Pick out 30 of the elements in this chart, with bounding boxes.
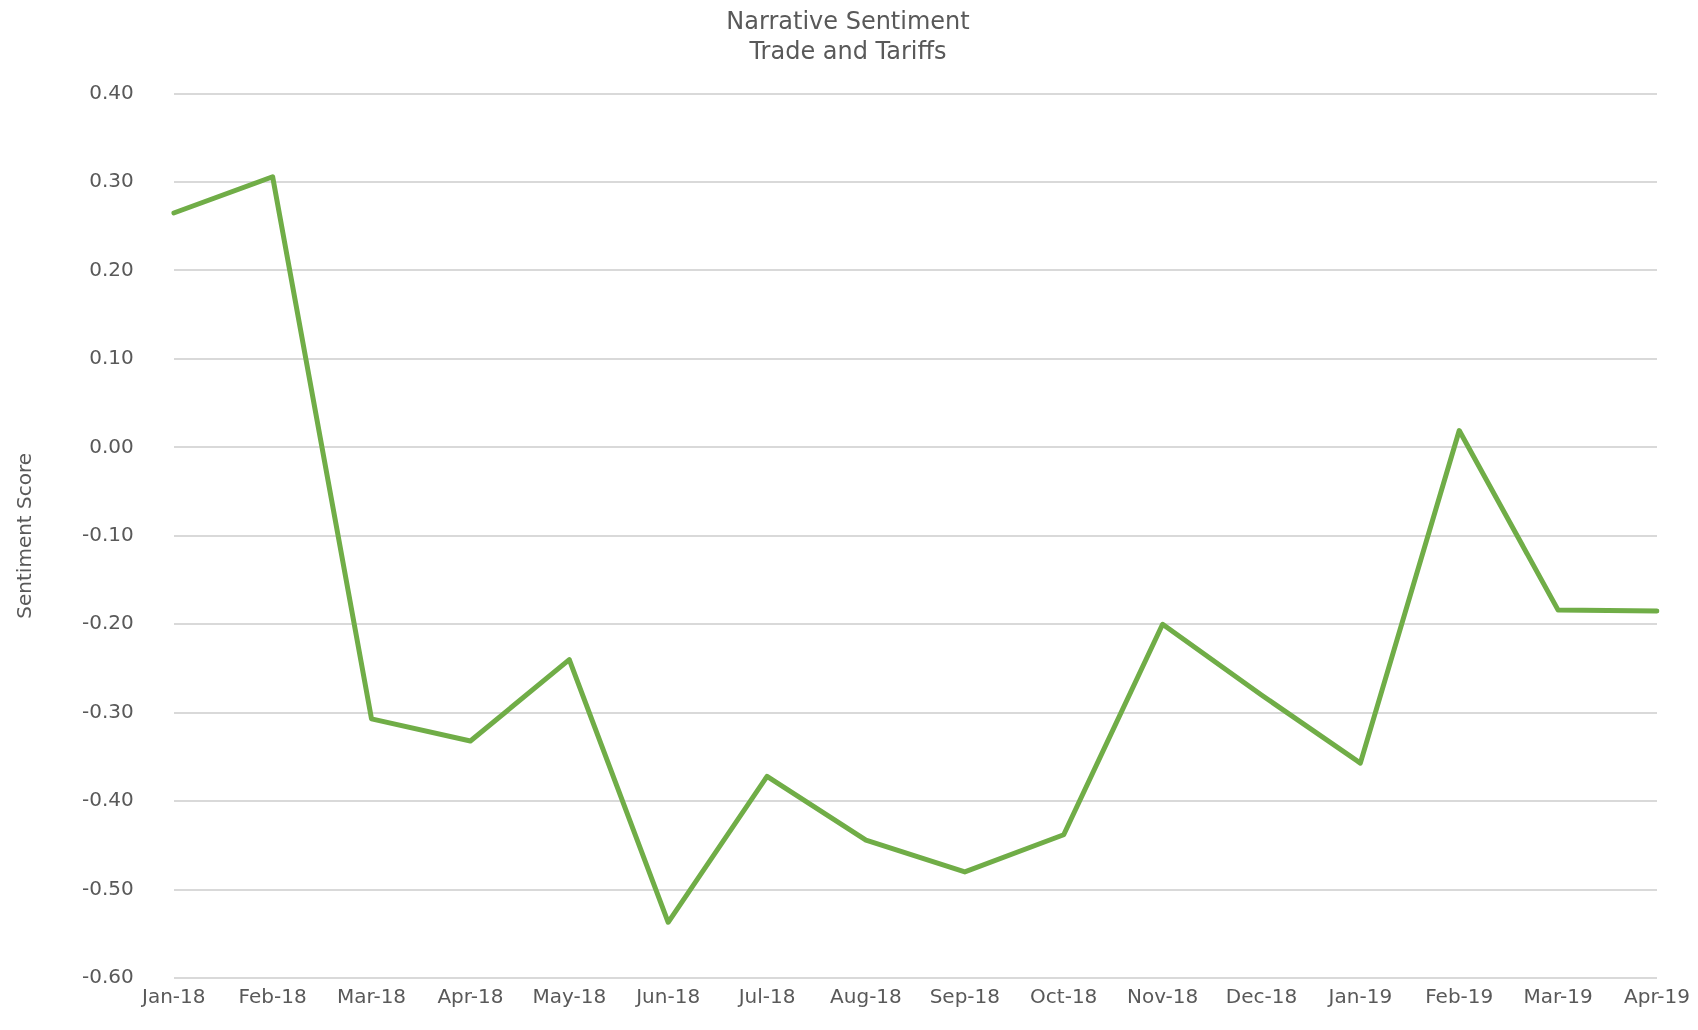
x-tick-label: Apr-19	[1624, 984, 1691, 1009]
y-tick-label: -0.60	[82, 964, 134, 989]
x-tick-label: Aug-18	[830, 984, 902, 1009]
y-tick-label: 0.00	[89, 433, 134, 458]
x-tick-label: Oct-18	[1030, 984, 1098, 1009]
y-tick-label: 0.30	[89, 168, 134, 193]
x-tick-label: May-18	[532, 984, 607, 1009]
x-tick-label: Jan-19	[1326, 984, 1393, 1009]
x-tick-label: Sep-18	[929, 984, 1001, 1009]
x-tick-label: Nov-18	[1127, 984, 1199, 1009]
x-tick-label: Jul-18	[736, 984, 796, 1009]
x-tick-label: Mar-19	[1523, 984, 1593, 1009]
y-tick-label: 0.10	[89, 345, 134, 370]
y-tick-label: -0.20	[82, 610, 134, 635]
y-tick-label: -0.10	[82, 522, 134, 546]
x-tick-label: Jan-18	[140, 984, 206, 1009]
x-tick-label: Mar-18	[336, 984, 407, 1009]
chart-title: Narrative Sentiment	[726, 6, 970, 35]
x-tick-label: Feb-19	[1425, 984, 1494, 1009]
x-tick-label: Apr-18	[437, 984, 504, 1009]
x-tick-label: Jun-18	[634, 984, 701, 1009]
x-tick-label: Feb-18	[238, 984, 307, 1009]
y-tick-label: 0.20	[89, 256, 134, 281]
y-tick-label: -0.30	[82, 698, 134, 723]
x-tick-label: Dec-18	[1225, 984, 1298, 1009]
y-axis-title: Sentiment Score	[12, 452, 37, 619]
chart-subtitle: Trade and Tariffs	[748, 37, 947, 66]
y-tick-label: -0.40	[82, 787, 134, 812]
y-tick-label: 0.40	[89, 79, 134, 104]
y-tick-label: -0.50	[82, 875, 134, 900]
